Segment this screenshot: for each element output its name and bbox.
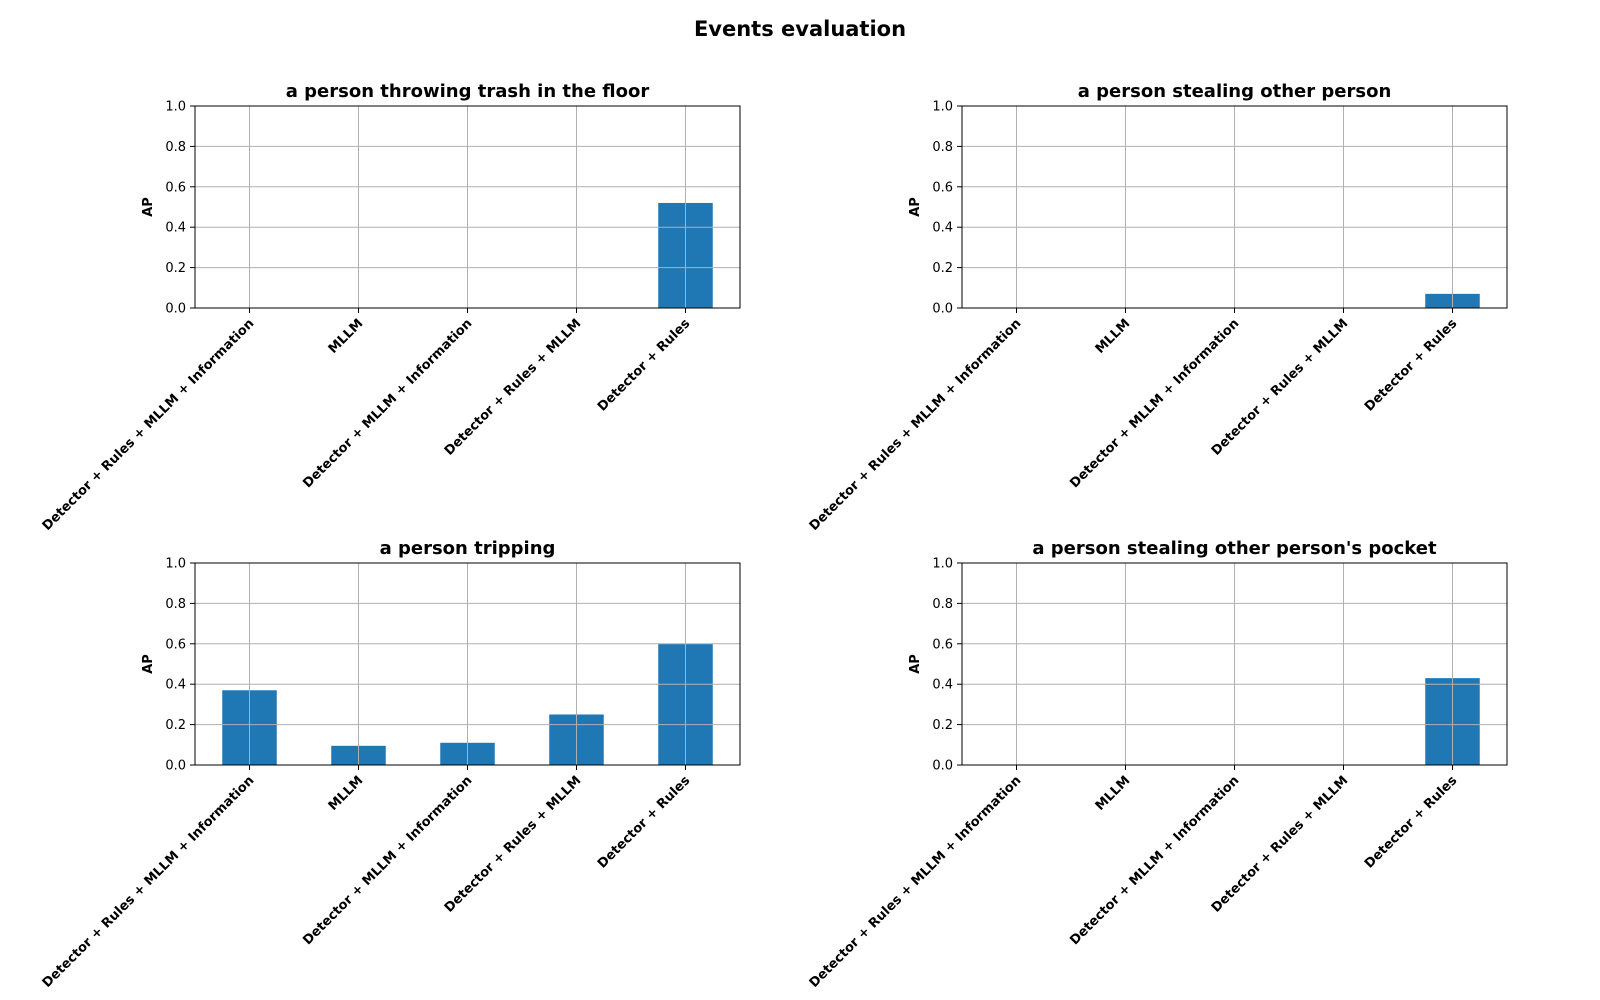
y-tick-label: 0.8 [165,140,186,155]
x-tick-label: Detector + MLLM + Information [300,316,475,491]
y-tick-label: 1.0 [932,557,953,572]
y-tick-label: 0.6 [165,180,186,195]
x-tick-label: Detector + Rules [595,316,694,415]
figure-title: Events evaluation [694,17,906,41]
y-tick-label: 0.6 [932,637,953,652]
y-axis-label: AP [141,654,156,674]
axes-frame [194,105,741,309]
x-tick-label: Detector + Rules + MLLM + Information [40,773,258,991]
y-tick-label: 0.8 [165,597,186,612]
y-tick-label: 0.0 [165,302,186,317]
x-tick-label: Detector + MLLM + Information [1067,773,1242,948]
y-tick-label: 0.2 [165,261,186,276]
y-tick-label: 0.0 [165,759,186,774]
y-axis-label: AP [908,654,923,674]
y-axis-label: AP [141,197,156,217]
x-tick-label: Detector + Rules [595,773,694,872]
x-tick-label: Detector + Rules [1362,316,1461,415]
x-tick-label: Detector + Rules + MLLM + Information [807,316,1025,534]
x-tick-label: Detector + Rules + MLLM + Information [807,773,1025,991]
x-tick-label: MLLM [326,316,367,357]
axes-frame [961,562,1508,766]
y-tick-label: 0.4 [932,221,953,236]
x-tick-label: Detector + MLLM + Information [1067,316,1242,491]
y-tick-label: 0.4 [165,221,186,236]
y-tick-label: 0.0 [932,759,953,774]
x-tick-label: MLLM [1093,773,1134,814]
y-tick-label: 0.2 [165,718,186,733]
x-tick-label: Detector + Rules [1362,773,1461,872]
subplot-4: a person stealing other person's pocket A… [807,538,1508,991]
x-tick-label: MLLM [326,773,367,814]
y-tick-label: 0.6 [932,180,953,195]
y-tick-label: 0.8 [932,597,953,612]
axes-frame [961,105,1508,309]
subplot-title: a person stealing other person [1078,81,1392,102]
axes-frame [194,562,741,766]
y-tick-label: 0.4 [165,678,186,693]
subplot-title: a person stealing other person's pocket [1032,538,1437,559]
subplot-title: a person throwing trash in the floor [286,81,650,102]
y-axis-label: AP [908,197,923,217]
y-tick-label: 0.0 [932,302,953,317]
subplot-2: a person stealing other person AP 0.0 0.2 0.… [807,81,1508,534]
x-tick-label: Detector + Rules + MLLM + Information [40,316,258,534]
subplot-1: a person throwing trash in the floor AP 0.… [40,81,741,534]
x-tick-label: Detector + MLLM + Information [300,773,475,948]
y-tick-label: 0.4 [932,678,953,693]
subplot-grid: a person throwing trash in the floor AP 0.… [40,81,1508,991]
subplot-title: a person tripping [380,538,556,559]
y-tick-label: 0.6 [165,637,186,652]
y-tick-label: 0.2 [932,718,953,733]
subplot-3: a person tripping AP 0.0 0.2 0.4 0.6 0.8 1.0 Det… [40,538,741,991]
y-tick-label: 0.2 [932,261,953,276]
y-tick-label: 1.0 [932,100,953,115]
y-tick-label: 1.0 [165,557,186,572]
y-tick-label: 0.8 [932,140,953,155]
x-tick-label: MLLM [1093,316,1134,357]
y-tick-label: 1.0 [165,100,186,115]
